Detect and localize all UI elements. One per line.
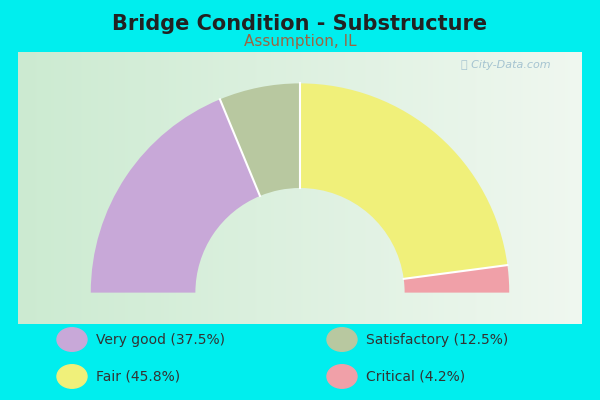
Text: Very good (37.5%): Very good (37.5%) <box>96 332 225 346</box>
Text: Critical (4.2%): Critical (4.2%) <box>366 370 465 384</box>
Ellipse shape <box>327 328 357 351</box>
Ellipse shape <box>327 365 357 388</box>
Wedge shape <box>300 83 508 279</box>
Text: Bridge Condition - Substructure: Bridge Condition - Substructure <box>112 14 488 34</box>
Text: ⓘ City-Data.com: ⓘ City-Data.com <box>461 60 551 70</box>
Text: Satisfactory (12.5%): Satisfactory (12.5%) <box>366 332 508 346</box>
Text: Fair (45.8%): Fair (45.8%) <box>96 370 180 384</box>
Text: Assumption, IL: Assumption, IL <box>244 34 356 49</box>
Wedge shape <box>91 99 260 293</box>
Ellipse shape <box>57 365 87 388</box>
Wedge shape <box>404 265 509 293</box>
Wedge shape <box>220 83 300 196</box>
Ellipse shape <box>57 328 87 351</box>
